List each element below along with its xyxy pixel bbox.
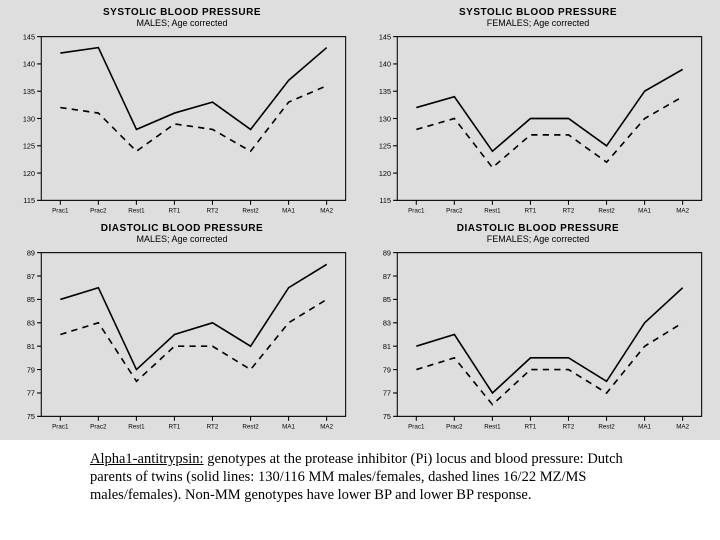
- panel-title: SYSTOLIC BLOOD PRESSUREFEMALES; Age corr…: [366, 8, 710, 28]
- line-chart: 115 120 125 130 135 140 145 Prac1 Prac2 Rest1 RT1 R…: [10, 30, 354, 218]
- x-tick-label: Rest2: [598, 207, 615, 214]
- x-tick-label: RT2: [563, 423, 575, 430]
- y-tick-label: 145: [379, 32, 391, 41]
- panel-title: SYSTOLIC BLOOD PRESSUREMALES; Age correc…: [10, 8, 354, 28]
- panel-title-line1: DIASTOLIC BLOOD PRESSURE: [366, 224, 710, 235]
- panel-title-line1: SYSTOLIC BLOOD PRESSURE: [10, 8, 354, 19]
- panel-title-line2: MALES; Age corrected: [10, 235, 354, 244]
- x-tick-label: Rest1: [484, 423, 501, 430]
- y-tick-label: 125: [379, 141, 391, 150]
- panel-title-line2: MALES; Age corrected: [10, 19, 354, 28]
- y-tick-label: 135: [379, 87, 391, 96]
- panel-title-line2: FEMALES; Age corrected: [366, 19, 710, 28]
- x-tick-label: RT1: [169, 207, 181, 214]
- x-tick-label: MA2: [676, 423, 689, 430]
- y-tick-label: 130: [379, 114, 391, 123]
- x-tick-label: RT1: [525, 423, 537, 430]
- figure-caption: Alpha1-antitrypsin: genotypes at the pro…: [0, 440, 720, 504]
- x-tick-label: MA2: [320, 423, 333, 430]
- x-tick-label: RT2: [563, 207, 575, 214]
- y-tick-label: 120: [379, 169, 391, 178]
- x-tick-label: MA1: [638, 423, 651, 430]
- x-tick-label: RT1: [169, 423, 181, 430]
- series-dashed: [60, 86, 326, 151]
- y-tick-label: 125: [23, 141, 35, 150]
- x-tick-label: Prac1: [52, 207, 69, 214]
- x-tick-label: MA2: [676, 207, 689, 214]
- x-tick-label: Prac2: [90, 207, 107, 214]
- y-tick-label: 145: [23, 32, 35, 41]
- panel-title-line1: SYSTOLIC BLOOD PRESSURE: [366, 8, 710, 19]
- y-tick-label: 85: [27, 295, 35, 304]
- y-tick-label: 75: [27, 412, 35, 421]
- y-tick-label: 135: [23, 87, 35, 96]
- x-tick-label: Prac2: [446, 423, 463, 430]
- plot-area: 75 77 79 81 83 85 87 89 Prac1 Prac2 Rest1 RT1 RT2 Res…: [366, 246, 710, 434]
- series-solid: [60, 48, 326, 130]
- y-tick-label: 87: [383, 272, 391, 281]
- line-chart: 75 77 79 81 83 85 87 89 Prac1 Prac2 Rest1 RT1 RT2 Res…: [366, 246, 710, 434]
- y-tick-label: 85: [383, 295, 391, 304]
- y-tick-label: 79: [383, 365, 391, 374]
- y-tick-label: 115: [23, 196, 35, 205]
- line-chart: 115 120 125 130 135 140 145 Prac1 Prac2 Rest1 RT1 R…: [366, 30, 710, 218]
- x-tick-label: Prac1: [408, 423, 425, 430]
- x-tick-label: Rest2: [242, 423, 259, 430]
- plot-area: 115 120 125 130 135 140 145 Prac1 Prac2 Rest1 RT1 R…: [10, 30, 354, 218]
- plot-area: 75 77 79 81 83 85 87 89 Prac1 Prac2 Rest1 RT1 RT2 Res…: [10, 246, 354, 434]
- figure-grid: SYSTOLIC BLOOD PRESSUREMALES; Age correc…: [0, 0, 720, 440]
- x-tick-label: Rest2: [598, 423, 615, 430]
- x-tick-label: Rest1: [128, 423, 145, 430]
- y-tick-label: 79: [27, 365, 35, 374]
- x-tick-label: Rest2: [242, 207, 259, 214]
- x-tick-label: MA1: [282, 423, 295, 430]
- chart-panel-sbp-females: SYSTOLIC BLOOD PRESSUREFEMALES; Age corr…: [366, 8, 710, 218]
- x-tick-label: RT2: [207, 207, 219, 214]
- x-tick-label: RT2: [207, 423, 219, 430]
- x-tick-label: Prac2: [446, 207, 463, 214]
- series-dashed: [60, 299, 326, 381]
- x-tick-label: Rest1: [128, 207, 145, 214]
- x-tick-label: Rest1: [484, 207, 501, 214]
- x-tick-label: Prac1: [52, 423, 69, 430]
- y-tick-label: 89: [383, 248, 391, 257]
- chart-panel-sbp-males: SYSTOLIC BLOOD PRESSUREMALES; Age correc…: [10, 8, 354, 218]
- series-solid: [416, 288, 682, 393]
- x-tick-label: MA1: [638, 207, 651, 214]
- series-dashed: [416, 323, 682, 405]
- x-tick-label: MA2: [320, 207, 333, 214]
- panel-title: DIASTOLIC BLOOD PRESSUREMALES; Age corre…: [10, 224, 354, 244]
- y-tick-label: 120: [23, 169, 35, 178]
- x-tick-label: Prac2: [90, 423, 107, 430]
- y-tick-label: 83: [383, 318, 391, 327]
- chart-panel-dbp-females: DIASTOLIC BLOOD PRESSUREFEMALES; Age cor…: [366, 224, 710, 434]
- y-tick-label: 140: [23, 59, 35, 68]
- y-tick-label: 87: [27, 272, 35, 281]
- chart-panel-dbp-males: DIASTOLIC BLOOD PRESSUREMALES; Age corre…: [10, 224, 354, 434]
- x-tick-label: MA1: [282, 207, 295, 214]
- y-tick-label: 77: [383, 388, 391, 397]
- series-solid: [60, 264, 326, 369]
- panel-title: DIASTOLIC BLOOD PRESSUREFEMALES; Age cor…: [366, 224, 710, 244]
- y-tick-label: 89: [27, 248, 35, 257]
- y-tick-label: 81: [383, 342, 391, 351]
- plot-area: 115 120 125 130 135 140 145 Prac1 Prac2 Rest1 RT1 R…: [366, 30, 710, 218]
- y-tick-label: 77: [27, 388, 35, 397]
- series-dashed: [416, 97, 682, 168]
- y-tick-label: 75: [383, 412, 391, 421]
- panel-title-line2: FEMALES; Age corrected: [366, 235, 710, 244]
- series-solid: [416, 69, 682, 151]
- y-tick-label: 83: [27, 318, 35, 327]
- panel-title-line1: DIASTOLIC BLOOD PRESSURE: [10, 224, 354, 235]
- line-chart: 75 77 79 81 83 85 87 89 Prac1 Prac2 Rest1 RT1 RT2 Res…: [10, 246, 354, 434]
- x-tick-label: Prac1: [408, 207, 425, 214]
- y-tick-label: 81: [27, 342, 35, 351]
- caption-lead: Alpha1-antitrypsin:: [90, 451, 204, 467]
- y-tick-label: 130: [23, 114, 35, 123]
- y-tick-label: 140: [379, 59, 391, 68]
- x-tick-label: RT1: [525, 207, 537, 214]
- y-tick-label: 115: [379, 196, 391, 205]
